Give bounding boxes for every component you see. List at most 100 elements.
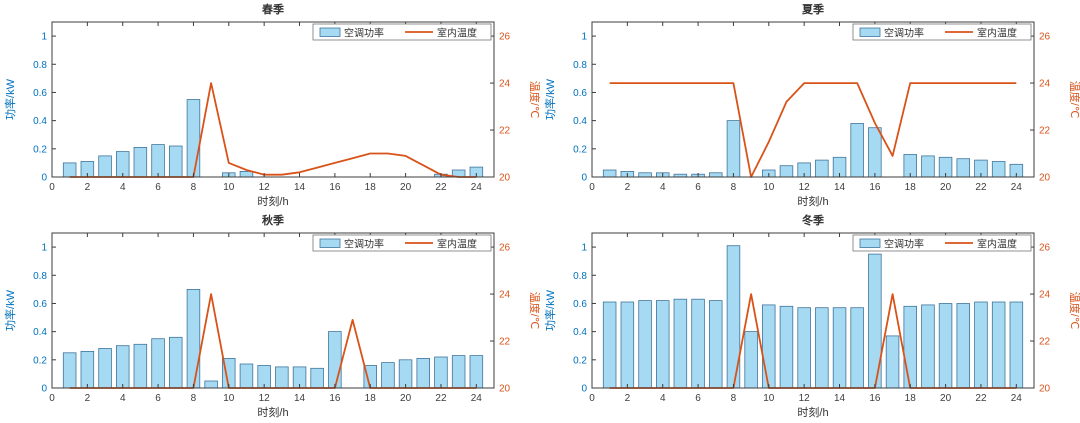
svg-text:22: 22 [975, 393, 987, 404]
power-bars [62, 289, 484, 389]
power-bars [602, 245, 1024, 389]
legend-label-power: 空调功率 [344, 27, 384, 40]
svg-text:6: 6 [155, 393, 161, 404]
svg-text:0.6: 0.6 [33, 299, 47, 310]
legend-bar-swatch [319, 27, 341, 37]
svg-text:4: 4 [120, 393, 126, 404]
svg-text:2: 2 [625, 182, 631, 193]
svg-text:12: 12 [259, 393, 271, 404]
chart-title: 春季 [262, 2, 285, 16]
svg-text:12: 12 [799, 182, 811, 193]
svg-text:10: 10 [763, 182, 775, 193]
svg-text:2: 2 [85, 393, 91, 404]
svg-text:0.6: 0.6 [573, 88, 587, 99]
svg-text:20: 20 [499, 173, 511, 184]
svg-text:20: 20 [940, 182, 952, 193]
tick-labels: 0 2 4 6 8 10 12 14 16 18 20 22 2400.20.40.60.8120222… [573, 243, 1050, 404]
legend: 空调功率 室内温度 [312, 23, 492, 41]
svg-text:0.8: 0.8 [33, 271, 47, 282]
legend-label-temperature: 室内温度 [977, 238, 1017, 251]
svg-text:0.6: 0.6 [573, 299, 587, 310]
svg-text:14: 14 [294, 393, 306, 404]
legend-label-power: 空调功率 [344, 238, 384, 251]
svg-text:24: 24 [1011, 393, 1023, 404]
temperature-line [609, 82, 1017, 178]
svg-text:24: 24 [1039, 290, 1051, 301]
svg-text:6: 6 [155, 182, 161, 193]
svg-text:26: 26 [499, 32, 511, 43]
svg-text:16: 16 [869, 393, 881, 404]
svg-text:22: 22 [975, 182, 987, 193]
svg-text:14: 14 [834, 393, 846, 404]
svg-text:24: 24 [1011, 182, 1023, 193]
svg-text:22: 22 [435, 182, 447, 193]
svg-text:2: 2 [85, 182, 91, 193]
legend-bar-swatch [319, 238, 341, 248]
svg-text:2: 2 [625, 393, 631, 404]
chart-spring: 0 2 4 6 8 10 12 14 16 18 20 22 2400.20.40.60.8120222… [0, 0, 540, 211]
svg-text:1: 1 [581, 32, 587, 43]
svg-text:4: 4 [660, 182, 666, 193]
legend-box [852, 23, 1032, 41]
legend-label-temperature: 室内温度 [437, 27, 477, 40]
svg-text:1: 1 [41, 32, 47, 43]
legend-label-temperature: 室内温度 [437, 238, 477, 251]
svg-text:22: 22 [1039, 337, 1051, 348]
y-axis-label-right: 温度/℃ [528, 81, 540, 118]
tick-marks [51, 22, 494, 178]
svg-text:18: 18 [365, 182, 377, 193]
svg-text:0: 0 [49, 182, 55, 193]
svg-text:6: 6 [695, 182, 701, 193]
svg-text:8: 8 [191, 393, 197, 404]
y-axis-label-right: 温度/℃ [1068, 81, 1080, 118]
legend-bar-swatch [859, 238, 881, 248]
x-axis-label: 时刻/h [797, 194, 828, 208]
svg-text:14: 14 [294, 182, 306, 193]
svg-text:16: 16 [329, 182, 341, 193]
svg-text:0.6: 0.6 [33, 88, 47, 99]
svg-text:4: 4 [120, 182, 126, 193]
svg-text:20: 20 [499, 384, 511, 395]
y-axis-label-left: 功率/kW [543, 78, 557, 120]
axis-box [51, 232, 495, 389]
legend-bar-swatch [859, 27, 881, 37]
svg-text:6: 6 [695, 393, 701, 404]
x-axis-label: 时刻/h [257, 405, 288, 419]
svg-text:8: 8 [191, 182, 197, 193]
svg-text:1: 1 [41, 243, 47, 254]
svg-text:0.4: 0.4 [573, 327, 587, 338]
svg-text:10: 10 [223, 393, 235, 404]
svg-text:0: 0 [581, 384, 587, 395]
x-axis-label: 时刻/h [257, 194, 288, 208]
chart-title: 夏季 [802, 2, 825, 16]
tick-labels: 0 2 4 6 8 10 12 14 16 18 20 22 2400.20.40.60.8120222… [33, 32, 510, 193]
svg-text:0.4: 0.4 [33, 327, 47, 338]
y-axis-label-left: 功率/kW [3, 289, 17, 331]
svg-text:0.4: 0.4 [573, 116, 587, 127]
svg-text:10: 10 [223, 182, 235, 193]
svg-text:0.2: 0.2 [573, 355, 587, 366]
svg-text:0: 0 [581, 173, 587, 184]
svg-text:18: 18 [905, 182, 917, 193]
legend-box [852, 234, 1032, 252]
svg-text:24: 24 [499, 290, 511, 301]
tick-marks [591, 22, 1034, 178]
svg-text:22: 22 [499, 126, 511, 137]
legend: 空调功率 室内温度 [852, 234, 1032, 252]
svg-text:24: 24 [471, 393, 483, 404]
svg-text:0.8: 0.8 [573, 271, 587, 282]
svg-text:22: 22 [1039, 126, 1051, 137]
axis-box [591, 232, 1035, 389]
legend-label-power: 空调功率 [884, 27, 924, 40]
svg-text:0.8: 0.8 [573, 60, 587, 71]
svg-text:0: 0 [49, 393, 55, 404]
svg-text:20: 20 [1039, 384, 1051, 395]
svg-text:20: 20 [1039, 173, 1051, 184]
svg-text:1: 1 [581, 243, 587, 254]
svg-text:8: 8 [731, 393, 737, 404]
legend-box [312, 23, 492, 41]
legend-label-power: 空调功率 [884, 238, 924, 251]
svg-text:20: 20 [400, 182, 412, 193]
svg-text:4: 4 [660, 393, 666, 404]
